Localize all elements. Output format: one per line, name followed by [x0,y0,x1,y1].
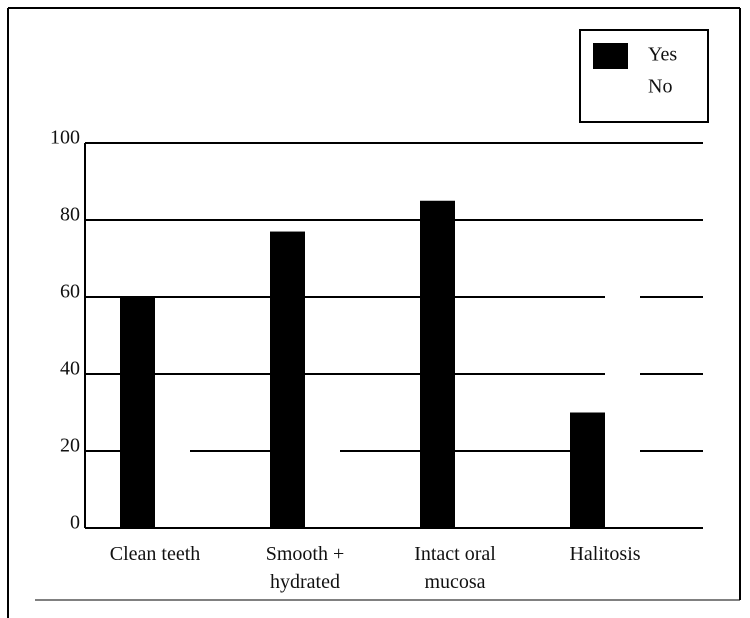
y-tick-label: 20 [60,435,80,457]
x-tick-label: Intact oral mucosa [414,543,496,593]
legend-label: Yes [648,44,677,66]
x-tick-label: Smooth + hydrated [265,543,345,593]
x-tick-label: Clean teeth [109,543,201,565]
bar [420,200,455,528]
y-tick-label: 40 [60,358,80,380]
legend-label: No [648,76,672,98]
y-tick-label: 100 [50,127,80,149]
bar [455,470,490,528]
bar [120,297,155,528]
bar [155,443,190,528]
legend-swatch [593,75,628,101]
legend-swatch [593,43,628,69]
bar [270,231,305,529]
bar [605,258,640,528]
x-tick-label: Halitosis [569,543,641,565]
bar [570,412,605,528]
bar [305,431,340,528]
y-tick-label: 0 [70,512,80,534]
y-tick-label: 60 [60,281,80,303]
y-tick-label: 80 [60,204,80,226]
